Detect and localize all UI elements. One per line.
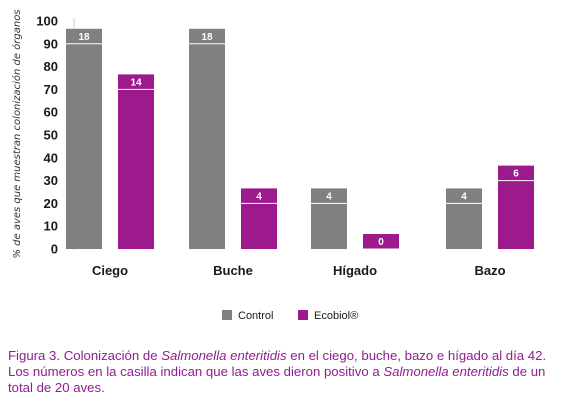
data-label: 4 bbox=[326, 191, 332, 202]
caption-text-3: de un total de 20 aves. bbox=[8, 364, 546, 395]
data-label: 14 bbox=[130, 77, 142, 88]
y-tick-label: 60 bbox=[44, 105, 58, 120]
bar-ecobiol-buche bbox=[241, 203, 277, 249]
count-box bbox=[241, 188, 277, 204]
data-label: 0 bbox=[378, 237, 384, 248]
caption-text-2: en el ciego, buche, bazo e hígado al día… bbox=[8, 348, 547, 379]
figure-caption: Figura 3. Colonización de Salmonella ent… bbox=[8, 348, 570, 396]
legend-label: Ecobiol® bbox=[314, 310, 358, 322]
y-tick-label: 30 bbox=[44, 173, 58, 188]
data-label: 4 bbox=[256, 191, 262, 202]
count-box bbox=[311, 188, 347, 204]
y-tick-label: 50 bbox=[44, 128, 58, 143]
bar-control-bazo bbox=[446, 203, 482, 249]
y-tick-label: 10 bbox=[44, 219, 58, 234]
y-tick-label: 80 bbox=[44, 59, 58, 74]
y-tick-label: 90 bbox=[44, 36, 58, 51]
x-tick-label: Buche bbox=[213, 263, 253, 278]
legend: Control Ecobiol® bbox=[222, 310, 358, 322]
count-box bbox=[118, 74, 154, 90]
count-box bbox=[363, 234, 399, 249]
caption-italic-2: Salmonella enteritidis bbox=[383, 364, 509, 379]
x-tick-label: Bazo bbox=[474, 263, 505, 278]
count-box bbox=[498, 165, 534, 181]
legend-label: Control bbox=[238, 310, 273, 322]
caption-italic-1: Salmonella enteritidis bbox=[161, 348, 287, 363]
y-tick-label: 70 bbox=[44, 82, 58, 97]
y-tick-label: 100 bbox=[36, 14, 58, 29]
y-tick-label: 40 bbox=[44, 150, 58, 165]
bar-control-hígado bbox=[311, 203, 347, 249]
x-tick-label: Ciego bbox=[92, 263, 128, 278]
bar-control-buche bbox=[189, 43, 225, 249]
y-tick-labels: 0 10 20 30 40 50 60 70 80 90 100 bbox=[36, 14, 58, 257]
count-box bbox=[66, 28, 102, 44]
legend-swatch bbox=[222, 310, 232, 320]
bar-control-ciego bbox=[66, 43, 102, 249]
legend-swatch bbox=[298, 310, 308, 320]
data-label: 18 bbox=[201, 32, 213, 43]
data-label: 18 bbox=[78, 32, 90, 43]
data-label: 6 bbox=[513, 169, 519, 180]
x-tick-labels: Ciego Buche Hígado Bazo bbox=[92, 263, 506, 278]
x-tick-label: Hígado bbox=[333, 263, 377, 278]
count-box bbox=[189, 28, 225, 44]
y-axis-label: % de aves que muestran colonización de ó… bbox=[11, 9, 23, 258]
y-tick-label: 0 bbox=[51, 242, 58, 257]
caption-text-1: Figura 3. Colonización de bbox=[8, 348, 162, 363]
bar-ecobiol-bazo bbox=[498, 180, 534, 249]
count-box bbox=[446, 188, 482, 204]
y-tick-label: 20 bbox=[44, 196, 58, 211]
data-label: 4 bbox=[461, 191, 467, 202]
bar-ecobiol-ciego bbox=[118, 89, 154, 250]
bars: 18 18 4 4 14 4 0 6 bbox=[66, 28, 534, 250]
